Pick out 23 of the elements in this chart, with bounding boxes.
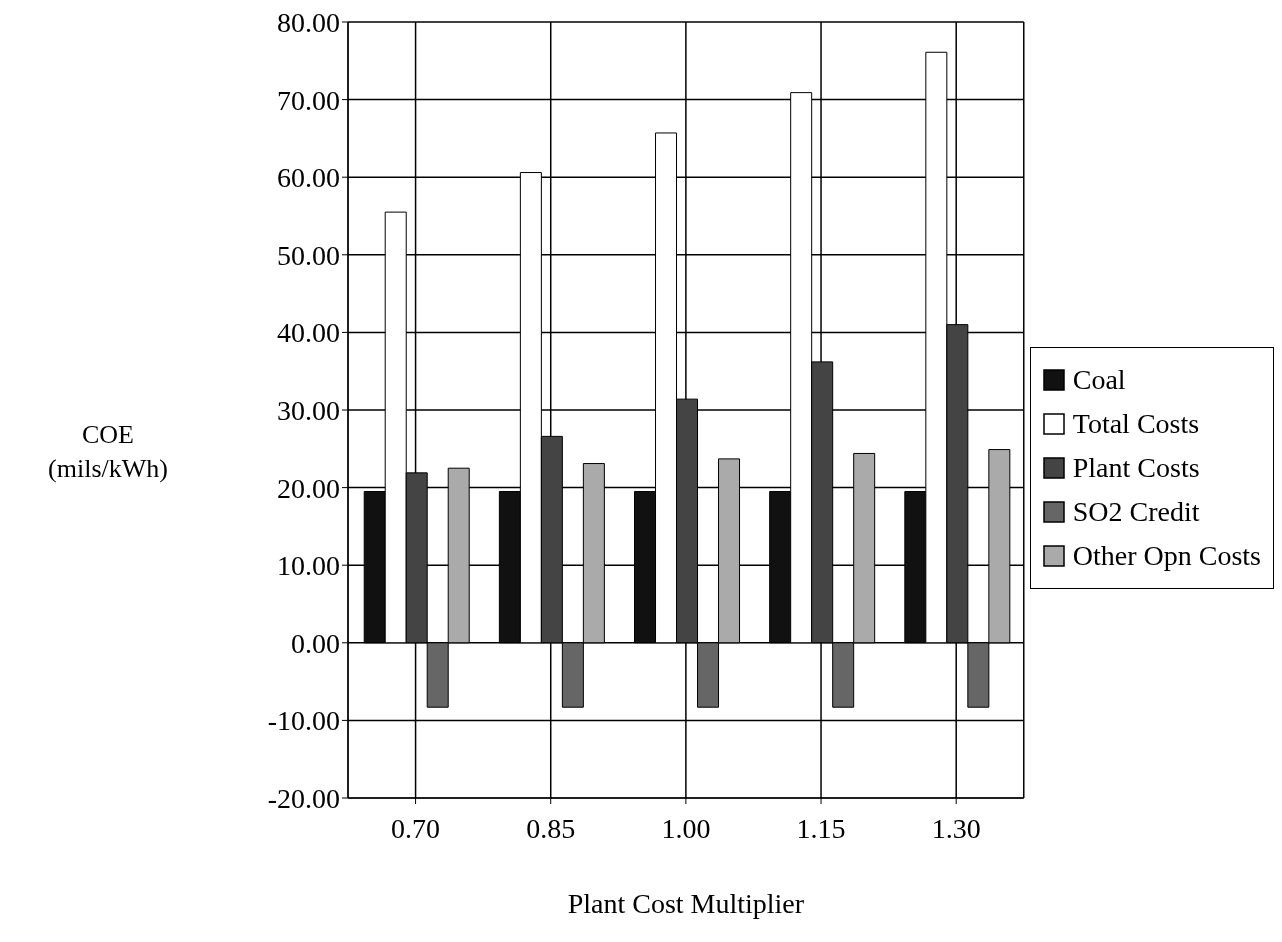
legend-label: Coal [1072,363,1126,397]
legend-label: Other Opn Costs [1072,539,1261,573]
legend-label: SO2 Credit [1072,495,1200,529]
y-tick-label: 30.00 [277,394,340,426]
y-tick-label: 10.00 [277,550,340,582]
x-tick-label: 0.85 [526,812,576,844]
y-tick-label: 50.00 [277,239,340,271]
legend-label: Plant Costs [1072,451,1200,485]
y-tick-label: 40.00 [277,317,340,349]
y-tick-label: 70.00 [277,84,340,116]
x-tick-label: 1.00 [661,812,711,844]
y-tick-label: 20.00 [277,472,340,504]
y-axis-title: COE (mils/kWh) [47,419,169,485]
x-tick-label: 0.70 [391,812,441,844]
y-tick-label: 80.00 [277,6,340,38]
x-tick-label: 1.30 [931,812,981,844]
y-tick-label: -10.00 [267,705,340,737]
y-tick-label: 0.00 [291,627,340,659]
y-tick-label: -20.00 [267,782,340,814]
x-axis-title: Plant Cost Multiplier [567,888,805,919]
x-tick-label: 1.15 [796,812,846,844]
y-tick-label: 60.00 [277,162,340,194]
legend-label: Total Costs [1072,407,1200,441]
